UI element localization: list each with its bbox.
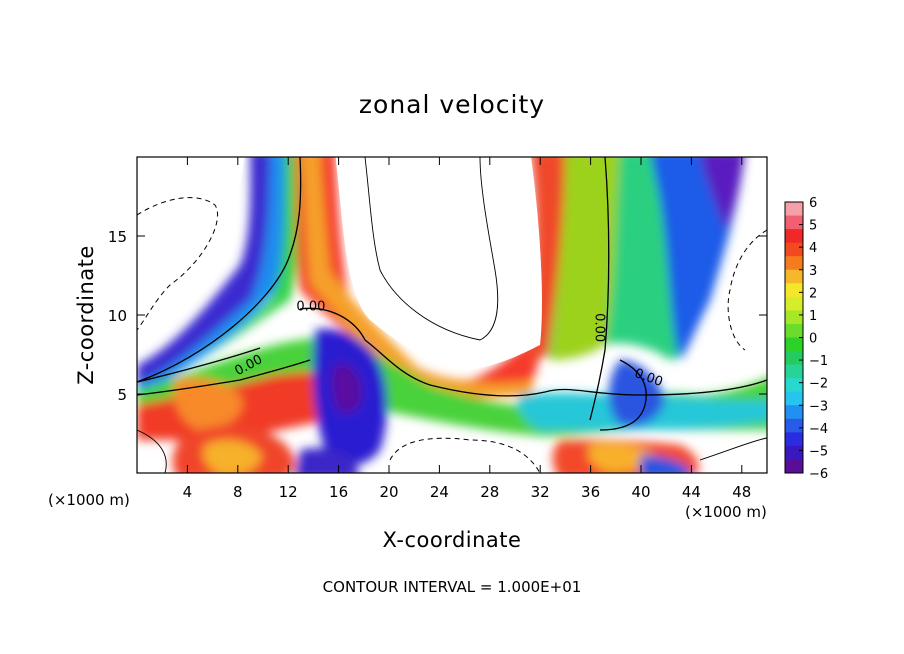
x-tick-label: 8 (233, 483, 243, 501)
colorbar-tick-label: 1 (809, 309, 817, 324)
colorbar: 6 5 4 3 2 1 0 −1 −2 −3 −4 −5 −6 (784, 196, 828, 482)
colorbar-band (785, 242, 803, 257)
x-tick-label: 24 (430, 483, 449, 501)
colorbar-band (785, 445, 803, 460)
colorbar-band (785, 256, 803, 271)
colorbar-tick-label: −2 (809, 377, 828, 392)
y-tick-label: 10 (108, 307, 127, 325)
contour-interval-note: CONTOUR INTERVAL = 1.000E+01 (323, 578, 582, 596)
zero-contours (137, 157, 767, 431)
colorbar-tick-label: −3 (809, 399, 828, 414)
colorbar-band (785, 337, 803, 352)
colorbar-band (785, 378, 803, 393)
colorbar-band (785, 418, 803, 433)
colorbar-tick-label: 4 (809, 241, 817, 256)
x-tick-label: 16 (329, 483, 348, 501)
y-tick-label: 5 (117, 386, 127, 404)
velocity-field (137, 157, 767, 473)
x-axis-label: X-coordinate (383, 528, 522, 552)
plot-area: 0.000.000.000.00 (136, 156, 768, 474)
x-tick-label: 36 (581, 483, 600, 501)
thin-contours (137, 157, 767, 473)
contour-label: 0.00 (592, 313, 607, 342)
colorbar-tick-label: −4 (809, 422, 828, 437)
colorbar-band (785, 229, 803, 244)
colorbar-tick-label: 5 (809, 219, 817, 234)
x-unit-right: (×1000 m) (685, 503, 767, 521)
colorbar-band (785, 202, 803, 217)
contour-label: 0.00 (296, 299, 325, 314)
x-tick-label: 48 (732, 483, 751, 501)
x-tick-label: 4 (183, 483, 193, 501)
colorbar-band (785, 432, 803, 447)
colorbar-band (785, 351, 803, 366)
x-axis: 4 8 12 16 20 24 28 32 36 40 44 48 (183, 157, 751, 501)
x-unit-left: (×1000 m) (48, 491, 130, 509)
colorbar-band (785, 459, 803, 474)
x-tick-label: 20 (379, 483, 398, 501)
colorbar-band (785, 391, 803, 406)
colorbar-tick-label: −5 (809, 444, 828, 459)
colorbar-band (785, 364, 803, 379)
colorbar-band (785, 323, 803, 338)
x-tick-label: 44 (682, 483, 701, 501)
colorbar-tick-label: 0 (809, 332, 817, 347)
colorbar-tick-label: −1 (809, 354, 828, 369)
y-axis: 5 10 15 (108, 228, 767, 404)
colorbar-band (785, 296, 803, 311)
colorbar-tick-label: 3 (809, 264, 817, 279)
x-tick-label: 40 (631, 483, 650, 501)
y-axis-label: Z-coordinate (74, 245, 98, 385)
colorbar-band (785, 405, 803, 420)
colorbar-tick-label: 6 (809, 196, 817, 211)
chart-title: zonal velocity (359, 90, 545, 119)
colorbar-band (785, 310, 803, 325)
colorbar-tick-label: −6 (809, 467, 828, 482)
x-tick-label: 12 (279, 483, 298, 501)
colorbar-band (785, 283, 803, 298)
colorbar-tick-label: 2 (809, 286, 817, 301)
x-tick-label: 28 (480, 483, 499, 501)
colorbar-band (785, 269, 803, 284)
negative-contours (137, 197, 767, 473)
colorbar-band (785, 215, 803, 230)
x-tick-label: 32 (531, 483, 550, 501)
y-tick-label: 15 (108, 228, 127, 246)
